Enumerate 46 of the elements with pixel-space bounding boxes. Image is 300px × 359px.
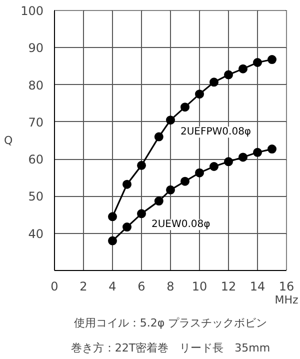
point	[253, 58, 262, 67]
point	[137, 160, 146, 170]
y-axis-title: Q	[4, 134, 13, 147]
y-tick-label: 40	[28, 226, 44, 241]
point	[195, 90, 204, 99]
x-tick-label: 4	[108, 280, 116, 294]
x-axis-title: MHz	[274, 294, 298, 306]
point	[166, 185, 175, 194]
point	[210, 162, 218, 171]
y-tick-label: 60	[28, 152, 44, 167]
point	[238, 152, 248, 162]
point	[268, 55, 276, 64]
y-tick-label: 80	[28, 78, 44, 92]
point	[224, 70, 233, 80]
point	[166, 116, 175, 125]
point	[180, 102, 190, 112]
x-tick-label: 12	[220, 280, 236, 294]
x-tick-label: 10	[192, 280, 208, 294]
y-tick-label: 100	[20, 4, 44, 18]
point	[122, 222, 132, 232]
point	[210, 78, 218, 87]
point	[154, 196, 164, 206]
y-tick-label: 50	[28, 190, 44, 204]
x-tick-label: 2	[80, 280, 88, 294]
series-label: 2UEFPW0.08φ	[180, 126, 252, 138]
point	[154, 132, 164, 142]
point	[268, 144, 276, 154]
x-tick-label: 16	[278, 280, 294, 294]
x-tick-label: 14	[250, 280, 266, 294]
point	[195, 168, 204, 178]
series-label: 2UEW0.08φ	[152, 219, 211, 230]
x-tick-label: 6	[138, 280, 146, 294]
point	[108, 236, 117, 246]
point	[253, 148, 262, 157]
point	[238, 64, 248, 74]
x-tick-label: 8	[166, 280, 174, 294]
text: 巻き方：22T密着巻 リード長 35mm	[70, 342, 270, 354]
y-tick-label: 90	[28, 41, 44, 56]
point	[180, 176, 190, 186]
text: 使用コイル：5.2φ プラスチックボビン	[74, 316, 268, 330]
y-tick-label: 70	[28, 115, 44, 130]
point	[108, 212, 117, 222]
x-tick-label: 0	[50, 280, 58, 294]
point	[224, 157, 233, 166]
point	[122, 180, 132, 189]
point	[137, 209, 146, 218]
